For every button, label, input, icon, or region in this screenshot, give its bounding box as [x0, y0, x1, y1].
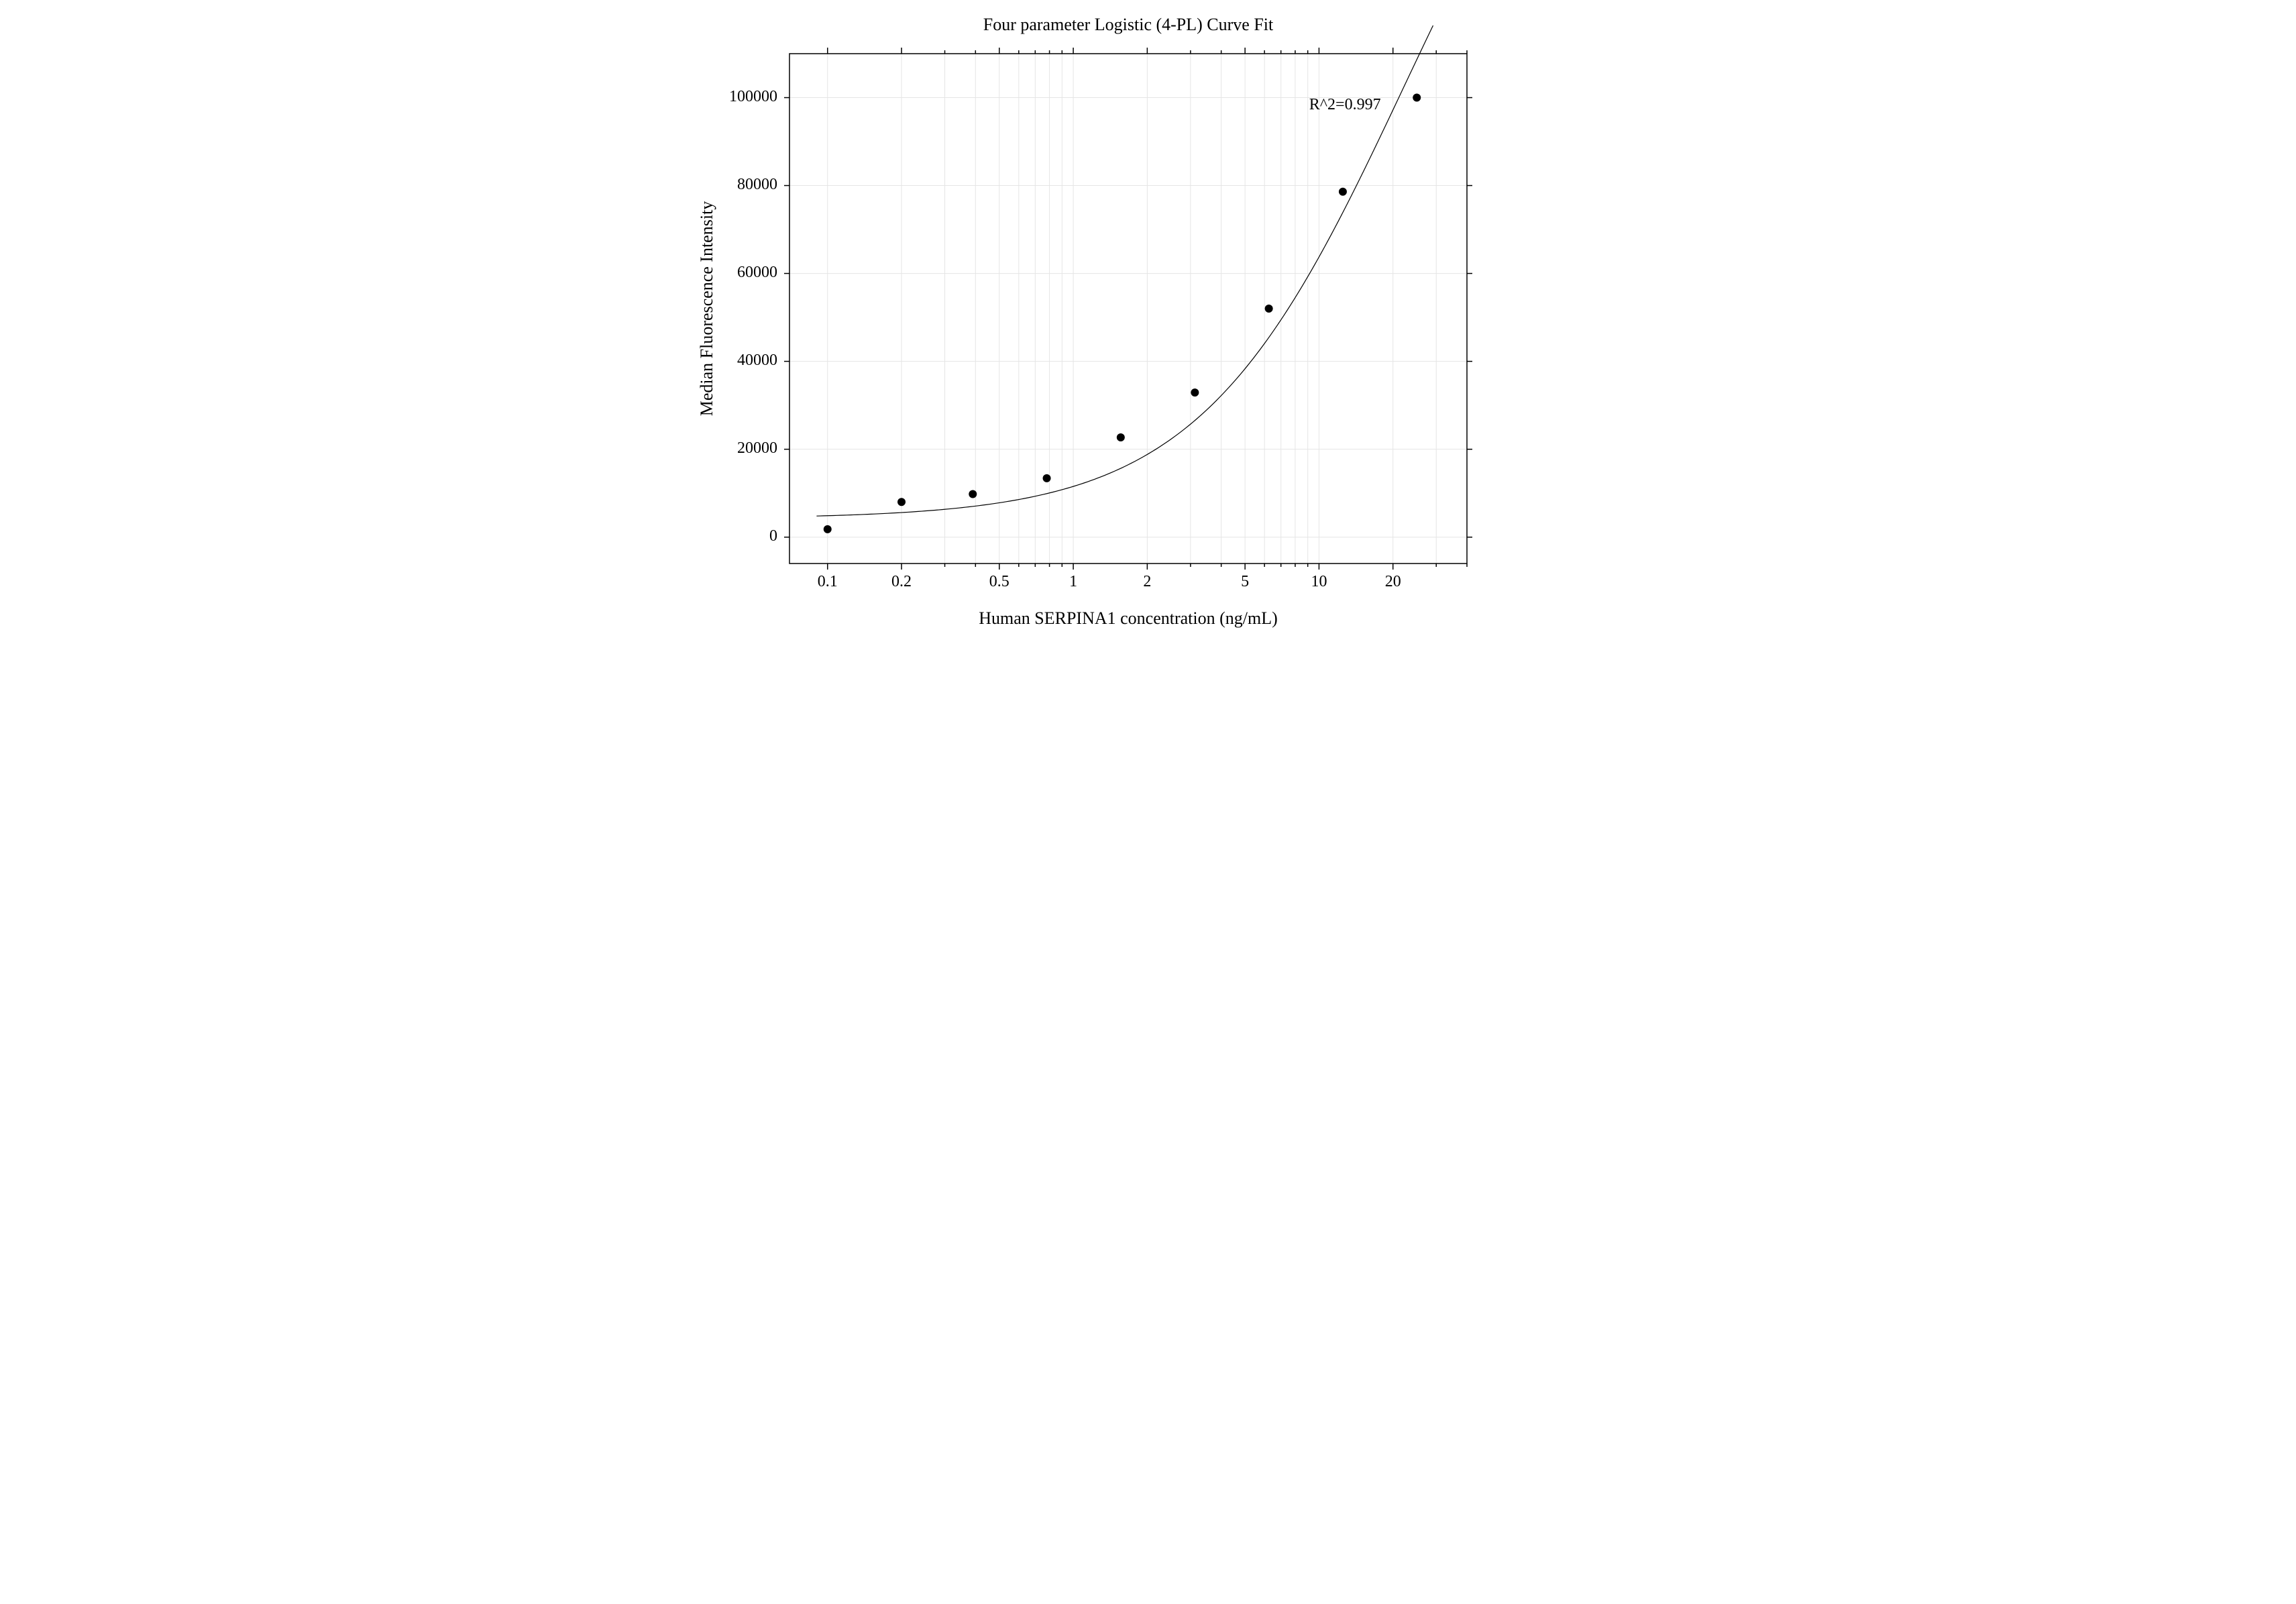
data-point — [1191, 388, 1199, 396]
data-point — [897, 498, 906, 506]
x-tick-label: 20 — [1384, 573, 1401, 590]
y-tick-label: 40000 — [737, 352, 777, 369]
chart-svg: 0 20000 40000 60000 80000 100000 0.1 0.2 0.5 1 2 5 1… — [639, 0, 1658, 714]
y-tick-label: 20000 — [737, 439, 777, 457]
x-tick-label: 5 — [1241, 573, 1249, 590]
chart-title: Four parameter Logistic (4-PL) Curve Fit — [983, 15, 1273, 34]
y-tick-label: 60000 — [737, 264, 777, 281]
y-tick-label: 100000 — [729, 88, 777, 105]
data-point — [1413, 94, 1421, 102]
chart-background — [639, 0, 1658, 714]
data-point — [1338, 188, 1346, 196]
data-point — [1042, 474, 1050, 482]
data-point — [1264, 305, 1272, 313]
chart-container: 0 20000 40000 60000 80000 100000 0.1 0.2 0.5 1 2 5 1… — [639, 0, 1658, 714]
data-point — [969, 490, 977, 498]
y-axis-label: Median Fluorescence Intensity — [697, 201, 716, 417]
x-tick-label: 0.2 — [891, 573, 912, 590]
x-tick-label: 10 — [1311, 573, 1327, 590]
x-axis-label: Human SERPINA1 concentration (ng/mL) — [979, 608, 1278, 628]
x-tick-label: 2 — [1143, 573, 1151, 590]
annotation-r2: R^2=0.997 — [1309, 96, 1380, 113]
y-tick-label: 80000 — [737, 176, 777, 193]
data-point — [1116, 433, 1124, 441]
x-tick-label: 1 — [1069, 573, 1077, 590]
x-tick-label: 0.1 — [817, 573, 837, 590]
y-tick-label: 0 — [769, 527, 777, 545]
data-point — [823, 525, 831, 533]
x-tick-label: 0.5 — [989, 573, 1009, 590]
